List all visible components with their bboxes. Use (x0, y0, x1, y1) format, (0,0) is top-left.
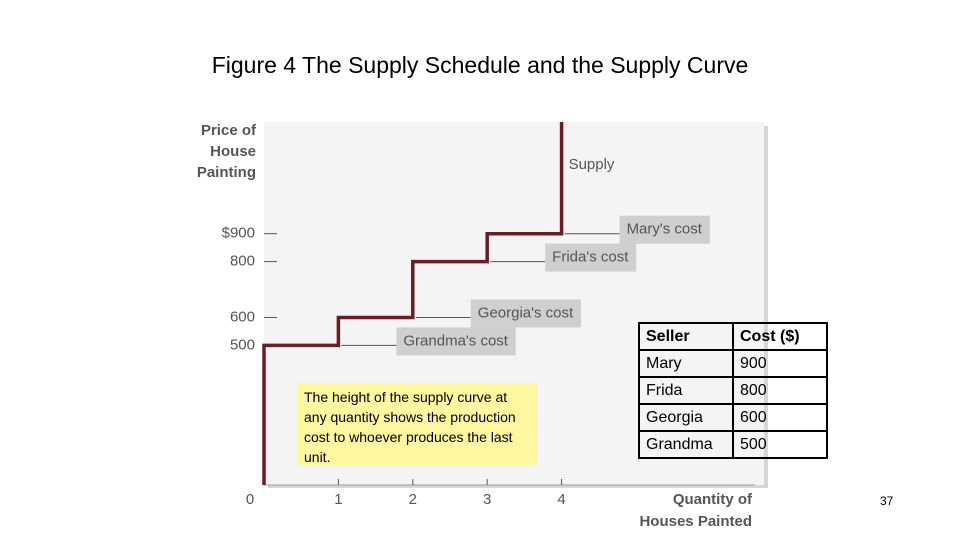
y-tick-label: 600 (230, 308, 255, 325)
cell: 800 (732, 376, 828, 405)
annotation-box (396, 327, 516, 356)
x-tick-label: 0 (246, 491, 254, 508)
cell: Mary (638, 349, 734, 378)
x-tick-label: 3 (483, 491, 491, 508)
y-axis-label: Painting (197, 164, 256, 181)
annotation-label: Mary's cost (627, 221, 703, 238)
table-header: Seller Cost ($) (638, 322, 828, 351)
header-cell: Seller (638, 322, 734, 351)
cell: 900 (732, 349, 828, 378)
x-axis-label: Quantity of (673, 491, 753, 508)
page-number: 37 (880, 494, 894, 508)
y-axis-label: House (210, 143, 256, 160)
annotation-box (619, 215, 710, 244)
y-axis-label: Price of (201, 122, 257, 139)
annotation-label: Frida's cost (552, 249, 629, 266)
annotation-label: Georgia's cost (478, 304, 574, 321)
y-tick-label: $900 (222, 225, 255, 242)
schedule-table: Seller Cost ($) Mary 900 Frida 800 Georgia 6… (638, 322, 828, 459)
cell: Grandma (638, 430, 734, 459)
series-label: Supply (569, 156, 615, 173)
x-axis-label: Houses Painted (639, 513, 752, 530)
annotation-label: Grandma's cost (403, 332, 508, 349)
cell: 500 (732, 430, 828, 459)
annotation-box (545, 243, 637, 272)
cell: Georgia (638, 403, 734, 432)
cell: 600 (732, 403, 828, 432)
cell: Frida (638, 376, 734, 405)
y-tick-label: 800 (230, 253, 255, 270)
x-tick-label: 4 (557, 491, 565, 508)
note: The height of the supply curve at any qu… (298, 383, 538, 465)
header-cell: Cost ($) (732, 322, 828, 351)
annotation-box (470, 299, 582, 328)
slide-title: Figure 4 The Supply Schedule and the Sup… (211, 52, 749, 78)
y-tick-label: 500 (230, 336, 255, 353)
x-tick-label: 1 (334, 491, 342, 508)
x-tick-label: 2 (409, 491, 417, 508)
supply-curve (262, 122, 564, 485)
